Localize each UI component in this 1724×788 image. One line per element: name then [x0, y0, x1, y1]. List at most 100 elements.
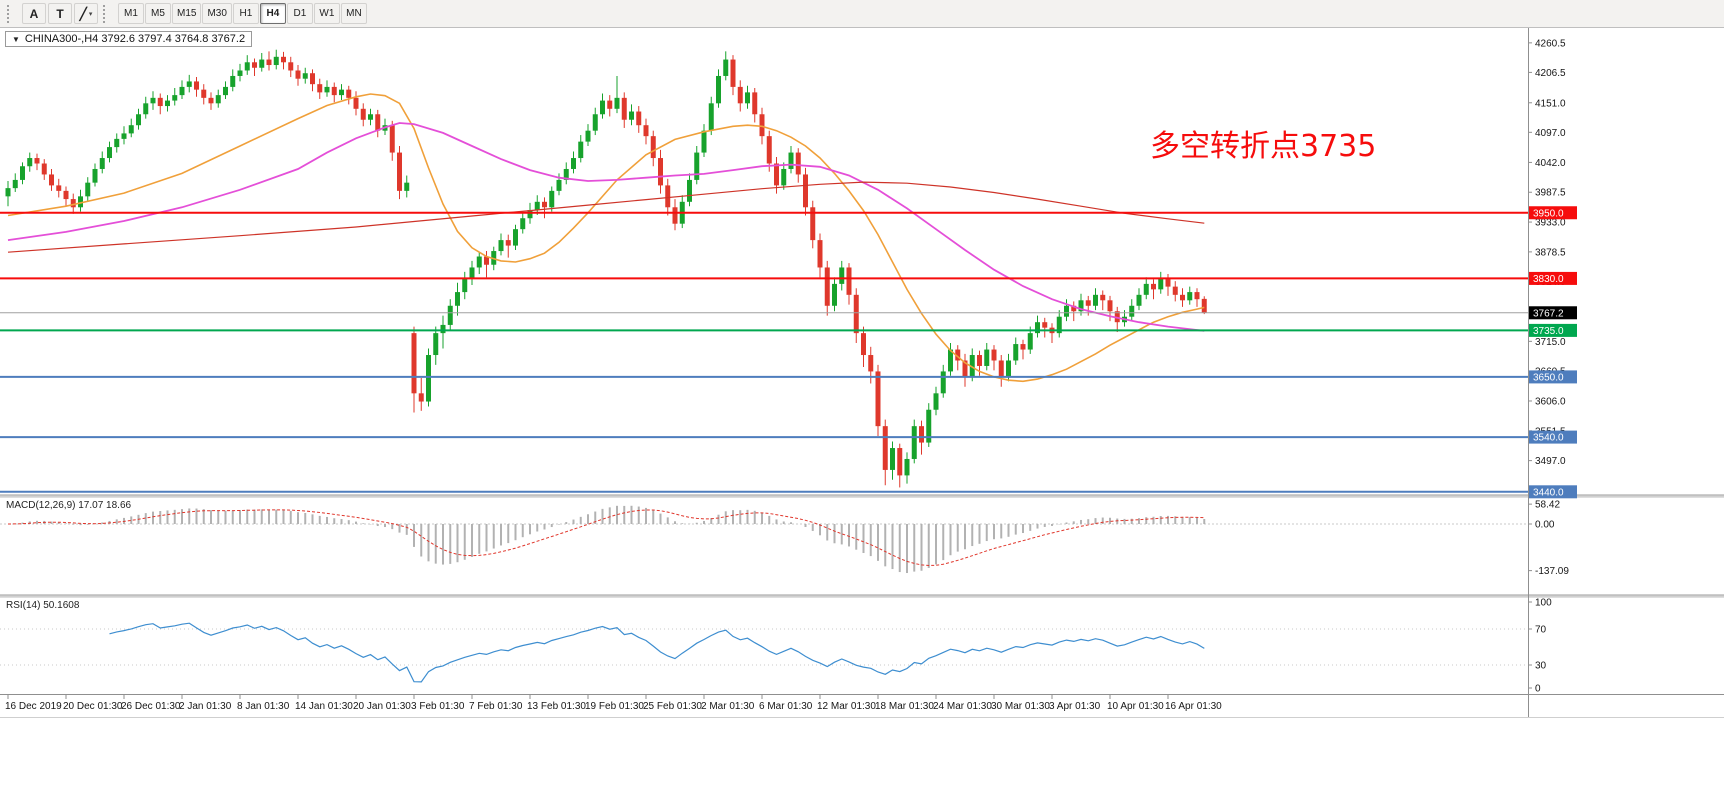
rsi-pane-splitter[interactable]: [0, 594, 1724, 598]
candle-body: [1078, 300, 1084, 312]
candle-body: [375, 114, 381, 131]
candle-body: [868, 355, 874, 372]
candle-body: [20, 166, 25, 180]
timeframe-button-w1[interactable]: W1: [313, 3, 340, 24]
time-tick-label: 25 Feb 01:30: [643, 701, 702, 712]
candle-body: [832, 283, 837, 306]
candle-body: [85, 182, 91, 197]
candle-body: [926, 409, 932, 443]
candle-body: [368, 114, 373, 120]
candle-body: [505, 240, 511, 246]
timeframe-button-m1[interactable]: M1: [118, 3, 144, 24]
rsi-tick-label: 100: [1535, 598, 1552, 609]
dropdown-caret-icon: ▾: [88, 10, 93, 18]
draw-tool-button[interactable]: ╱ ▾: [74, 3, 98, 24]
candle-body: [389, 125, 395, 153]
candle-body: [1107, 300, 1113, 312]
candle-body: [643, 125, 649, 137]
time-tick-label: 26 Dec 01:30: [121, 701, 181, 712]
candle-body: [56, 185, 62, 191]
macd-tick-label: -137.09: [1535, 566, 1569, 577]
candle-body: [208, 97, 214, 104]
macd-scale[interactable]: 58.42 0.00 -137.09: [1529, 500, 1569, 577]
candle-body: [585, 130, 591, 142]
price-tick-label: 3933.0: [1535, 218, 1566, 229]
timeframe-button-d1[interactable]: D1: [286, 3, 313, 24]
chart-canvas[interactable]: 4260.5 4206.5 4151.0 4097.0 4042.0 3987.5 3933…: [0, 28, 1724, 788]
candle-body: [1136, 294, 1142, 306]
timeframe-button-m30[interactable]: M30: [202, 3, 232, 24]
price-tick-label: 3606.0: [1535, 396, 1566, 407]
candle-body: [1027, 333, 1033, 350]
price-tick-label: 4206.5: [1535, 68, 1566, 79]
price-scale[interactable]: 4260.5 4206.5 4151.0 4097.0 4042.0 3987.5 3933…: [1529, 38, 1577, 499]
candle-body: [317, 84, 323, 93]
candle-body: [63, 190, 69, 200]
candle-body: [817, 240, 823, 268]
candle-body: [70, 199, 76, 208]
candle-body: [955, 349, 961, 361]
level-price-badge-label: 3650.0: [1533, 372, 1564, 383]
candle-body: [165, 100, 170, 107]
candle-body: [701, 130, 707, 153]
timeframe-button-h1[interactable]: H1: [232, 3, 259, 24]
candle-body: [150, 97, 156, 104]
candle-body: [49, 174, 54, 186]
level-price-badge: [1529, 370, 1577, 384]
time-tick-label: 8 Jan 01:30: [237, 701, 290, 712]
candle-body: [933, 393, 939, 410]
rsi-label: RSI(14) 50.1608: [6, 600, 80, 611]
level-price-badge-label: 3440.0: [1533, 487, 1564, 498]
chart-title-box: ▼ CHINA300-,H4 3792.6 3797.4 3764.8 3767…: [5, 31, 253, 47]
price-tick-label: 4097.0: [1535, 128, 1566, 139]
candle-body: [244, 62, 250, 71]
candle-body: [259, 59, 265, 68]
candle-body: [1013, 344, 1019, 361]
candle-body: [295, 70, 301, 79]
chart-chrome: [0, 28, 1724, 718]
candle-body: [556, 179, 562, 191]
timeframe-button-m15[interactable]: M15: [172, 3, 202, 24]
text-tool-button[interactable]: T: [48, 3, 72, 24]
candle-body: [1006, 360, 1011, 377]
chart-window[interactable]: 4260.5 4206.5 4151.0 4097.0 4042.0 3987.5 3933…: [0, 28, 1724, 788]
timeframe-button-mn[interactable]: MN: [340, 3, 367, 24]
candle-body: [476, 256, 482, 268]
timeframe-button-m5[interactable]: M5: [145, 3, 171, 24]
candle-body: [353, 97, 359, 109]
candle-body: [339, 89, 344, 96]
candle-body: [310, 73, 315, 85]
candle-body: [230, 75, 236, 87]
macd-pane-splitter[interactable]: [0, 494, 1724, 498]
rsi-scale[interactable]: 100 70 30 0: [1529, 598, 1552, 695]
candle-body: [1187, 292, 1193, 301]
candle-body: [969, 355, 975, 377]
toolbar-grip[interactable]: [7, 4, 15, 23]
arrow-tool-button[interactable]: A: [22, 3, 46, 24]
price-tick-label: 3497.0: [1535, 456, 1566, 467]
candle-body: [404, 182, 410, 191]
candle-body: [752, 92, 758, 115]
candle-body: [360, 108, 366, 120]
candle-body: [1143, 283, 1149, 295]
candle-body: [882, 426, 888, 470]
candle-body: [331, 86, 337, 96]
candle-body: [1201, 298, 1207, 313]
candle-body: [534, 201, 540, 211]
candle-body: [723, 59, 729, 76]
time-tick-label: 19 Feb 01:30: [585, 701, 644, 712]
timeframe-toolbar: M1 M5 M15 M30 H1 H4 D1 W1 MN: [118, 3, 367, 24]
candle-body: [1042, 322, 1048, 328]
time-tick-label: 16 Dec 2019: [5, 701, 62, 712]
candle-body: [27, 158, 33, 167]
level-price-badge: [1529, 323, 1577, 337]
toolbar-grip[interactable]: [103, 4, 111, 23]
collapse-arrow-icon[interactable]: ▼: [12, 34, 20, 44]
timeframe-button-h4[interactable]: H4: [259, 3, 286, 24]
candle-body: [875, 371, 881, 427]
level-price-badge: [1529, 271, 1577, 285]
candle-body: [78, 196, 83, 208]
candle-body: [440, 324, 446, 334]
macd-tick-label: 58.42: [1535, 500, 1560, 511]
